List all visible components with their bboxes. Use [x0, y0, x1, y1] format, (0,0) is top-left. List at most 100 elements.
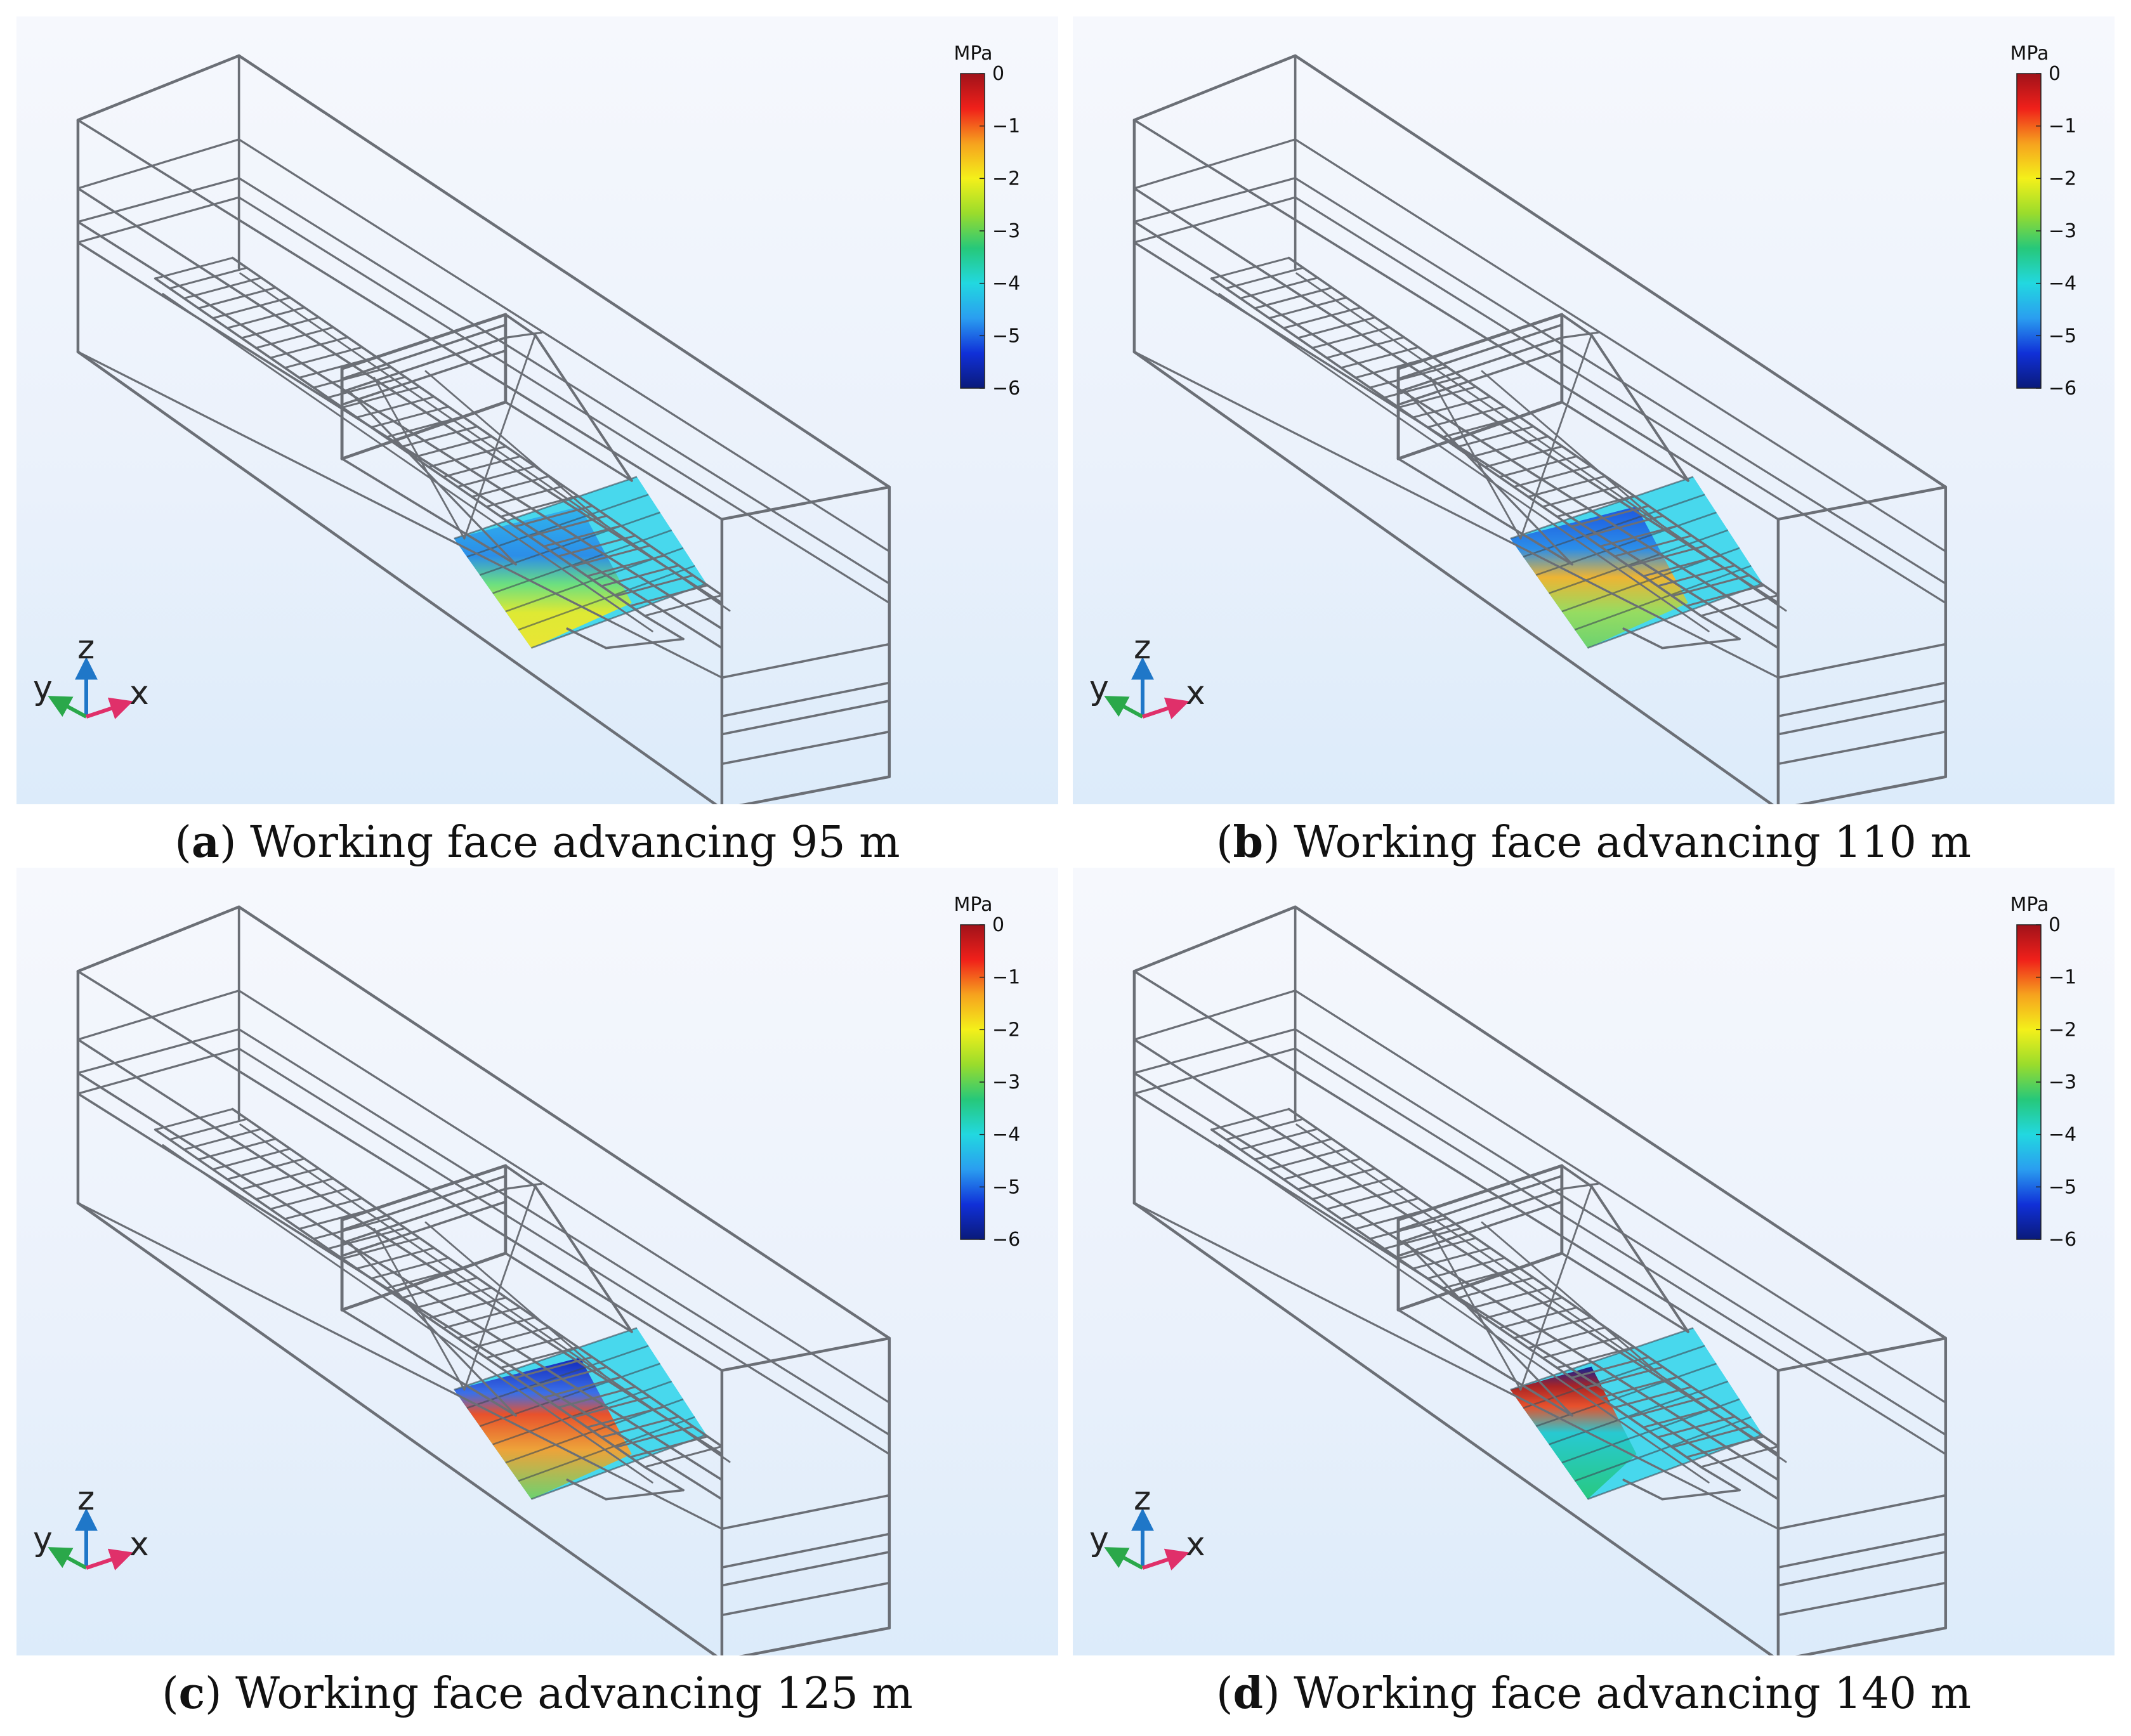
- goaf-strip-rung: [572, 1395, 651, 1419]
- goaf-strip-rung: [1628, 1395, 1707, 1419]
- wire-edge: [643, 1466, 685, 1492]
- wire-edge: [1396, 400, 1564, 460]
- goaf-strip-rung: [398, 425, 478, 448]
- wire-edge: [463, 1185, 536, 1391]
- goaf-strip-rung: [514, 505, 594, 528]
- wire-edge: [1133, 1047, 1297, 1095]
- goaf-strip-rung: [211, 296, 291, 320]
- wire-edge: [1294, 196, 1947, 604]
- colorbar-tick-label: −1: [992, 115, 1020, 138]
- goaf-strip-rung: [1556, 495, 1636, 518]
- wire-edge: [1560, 313, 1593, 337]
- goaf-strip-rung: [600, 1415, 680, 1439]
- goaf-strip-rung: [456, 465, 536, 488]
- wire-edge: [1397, 1175, 1563, 1232]
- goaf-strip-rung: [528, 514, 608, 538]
- sheet-gridline: [1535, 1362, 1717, 1427]
- goaf-strip-rung: [1325, 336, 1405, 359]
- wire-edge: [1397, 1200, 1563, 1257]
- wire-edge: [721, 643, 891, 679]
- goaf-strip-rung: [1656, 564, 1736, 587]
- goaf-strip-rung: [1512, 465, 1592, 488]
- wire-edge: [238, 989, 891, 1404]
- goaf-strip-rung: [1268, 296, 1347, 320]
- wire-edge: [341, 349, 507, 406]
- wire-edge: [341, 1309, 517, 1417]
- wire-edge: [1777, 1494, 1947, 1530]
- y-axis-arrow: [1104, 1547, 1144, 1570]
- x-axis-label: x: [129, 674, 149, 712]
- wire-edge: [1481, 1221, 1663, 1378]
- z-axis-label: z: [77, 1480, 95, 1518]
- goaf-strip-rung: [1498, 455, 1578, 478]
- wireframe-model: [1132, 905, 1948, 1655]
- goaf-strip-rung: [643, 594, 723, 617]
- colorbar-tick-label: −4: [992, 1124, 1020, 1146]
- goaf-strip-rung: [1282, 306, 1362, 329]
- goaf-strip-rung: [1498, 1306, 1578, 1329]
- x-axis-arrow: [86, 1548, 133, 1570]
- goaf-strip-rung: [1297, 316, 1377, 339]
- goaf-strip-rung: [1656, 1415, 1736, 1439]
- goaf-strip-rung: [1354, 356, 1434, 379]
- goaf-strip-rung: [226, 1158, 306, 1180]
- wire-edge: [1218, 292, 1710, 632]
- axes-triad: zy x: [33, 629, 149, 719]
- wireframe-model: [1132, 54, 1948, 804]
- wire-edge: [463, 334, 536, 540]
- wire-edge: [1561, 1252, 1689, 1333]
- wire-edge: [1481, 370, 1663, 527]
- goaf-strip-rung: [1613, 535, 1693, 558]
- wire-edge: [504, 401, 633, 482]
- colorbar-unit: MPa: [2010, 894, 2049, 916]
- wire-edge: [424, 1221, 607, 1378]
- goaf-strip-rung: [1671, 574, 1751, 597]
- caption-a: (a) Working face advancing 95 m: [174, 817, 900, 868]
- goaf-strip-rung: [398, 1276, 478, 1300]
- goaf-strip-rung: [586, 1406, 666, 1428]
- axes-triad: zy x: [33, 1480, 149, 1570]
- wire-edge: [1403, 1241, 1573, 1417]
- goaf-strip-rung: [1254, 1137, 1334, 1161]
- z-axis-label: z: [1134, 1480, 1151, 1518]
- wire-edge: [1777, 1532, 1947, 1569]
- axes-triad: zy x: [1089, 629, 1205, 719]
- goaf-strip-rung: [1484, 445, 1564, 468]
- wire-edge: [534, 1185, 633, 1333]
- colorbar-tick-label: −5: [992, 325, 1020, 347]
- goaf-strip-rung: [1542, 485, 1621, 508]
- wire-edge: [341, 1175, 507, 1232]
- goaf-strip-rung: [1239, 277, 1319, 299]
- goaf-strip-rung: [413, 435, 493, 459]
- wire-edge: [1622, 1478, 1664, 1501]
- wire-edge: [77, 1028, 240, 1074]
- y-axis-arrow: [1104, 696, 1144, 719]
- goaf-strip-rung: [428, 1296, 508, 1319]
- goaf-strip-rung: [269, 1187, 349, 1210]
- caption-c: (c) Working face advancing 125 m: [162, 1668, 913, 1719]
- wire-edge: [1396, 1251, 1564, 1312]
- caption-text: ) Working face advancing 95 m: [219, 818, 900, 868]
- goaf-strip-rung: [615, 574, 695, 597]
- colorbar-tick-label: 0: [2049, 63, 2061, 85]
- sheet-gridline: [518, 1416, 695, 1482]
- colorbar-tick-label: −3: [992, 220, 1020, 242]
- wire-edge: [237, 905, 891, 1340]
- goaf-strip-rung: [1368, 1217, 1448, 1240]
- goaf-strip-rung: [370, 405, 450, 429]
- axes-triad: zy x: [1089, 1480, 1205, 1570]
- goaf-strip-rung: [1311, 326, 1391, 349]
- goaf-strip-rung: [1585, 1366, 1664, 1389]
- goaf-strip-rung: [197, 1137, 277, 1161]
- wire-edge: [341, 323, 507, 381]
- goaf-strip-rung: [643, 1445, 723, 1468]
- wire-edge: [77, 351, 723, 679]
- colorbar-unit: MPa: [954, 42, 992, 65]
- sheet-gridline: [1510, 476, 1694, 540]
- goaf-strip-rung: [1311, 1177, 1391, 1201]
- goaf-strip-rung: [240, 316, 320, 339]
- wire-edge: [1397, 336, 1563, 393]
- goaf-strip-rung: [1239, 1128, 1319, 1151]
